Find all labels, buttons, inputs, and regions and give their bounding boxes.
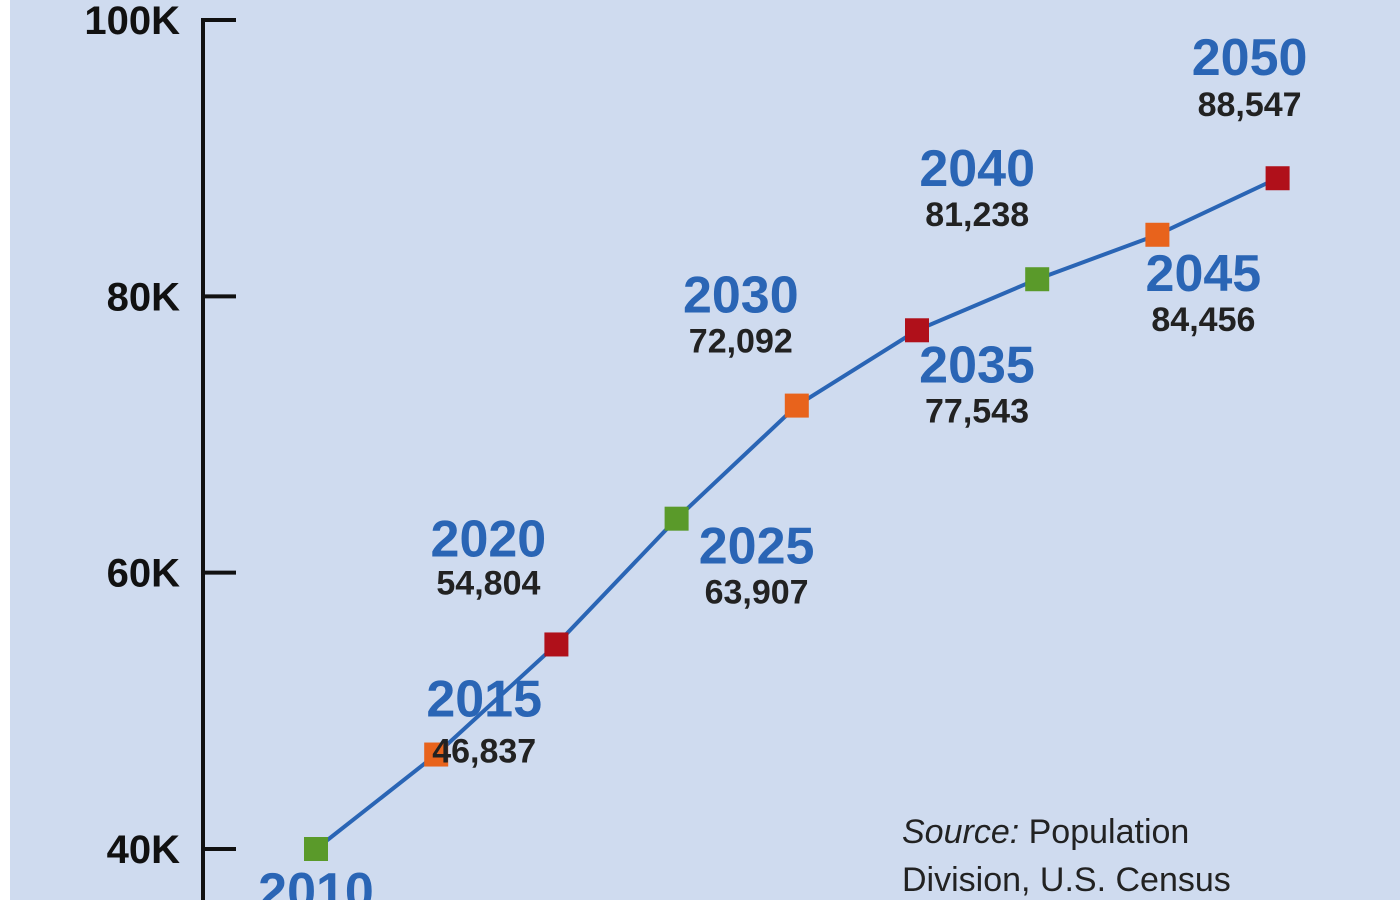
- value-label-2015: 46,837: [432, 733, 536, 771]
- y-tick-label-100k: 100K: [84, 0, 180, 43]
- year-label-2050: 2050: [1192, 29, 1308, 87]
- data-point-2020: [544, 632, 569, 657]
- data-point-2010: [304, 837, 328, 861]
- data-point-2045: [1145, 222, 1170, 247]
- source-line1-rest: Population: [1019, 813, 1189, 851]
- data-point-2050: [1265, 166, 1290, 191]
- year-label-2040: 2040: [919, 140, 1035, 198]
- value-label-2040: 81,238: [925, 196, 1029, 234]
- year-label-2030: 2030: [683, 267, 799, 325]
- source-note-line-1: Source: Population: [902, 813, 1189, 851]
- year-label-2045: 2045: [1146, 245, 1262, 303]
- source-prefix: Source:: [902, 813, 1019, 851]
- year-label-2020: 2020: [431, 510, 547, 568]
- data-point-2040: [1025, 267, 1050, 292]
- y-axis-ticks: 40K 60K 80K 100K: [84, 0, 236, 872]
- value-label-2045: 84,456: [1151, 301, 1255, 339]
- year-label-2015: 2015: [426, 671, 542, 729]
- value-label-2050: 88,547: [1198, 86, 1302, 124]
- value-label-2030: 72,092: [689, 323, 793, 361]
- series-markers: [304, 166, 1290, 861]
- chart-background: [10, 0, 1400, 900]
- data-point-2015: [424, 742, 449, 767]
- y-tick-label-40k: 40K: [107, 828, 180, 872]
- y-tick-label-60k: 60K: [107, 552, 180, 596]
- y-tick-label-80k: 80K: [107, 275, 180, 319]
- source-note-line-2: Division, U.S. Census: [902, 861, 1231, 899]
- year-label-2025: 2025: [699, 518, 815, 576]
- year-label-2035: 2035: [919, 336, 1035, 394]
- value-label-2025: 63,907: [705, 574, 809, 612]
- data-point-2035: [905, 318, 929, 343]
- year-label-2010: 2010: [258, 863, 374, 900]
- data-point-2030: [784, 393, 809, 418]
- data-point-2025: [664, 506, 689, 531]
- value-label-2035: 77,543: [925, 392, 1029, 430]
- value-label-2020: 54,804: [436, 564, 540, 602]
